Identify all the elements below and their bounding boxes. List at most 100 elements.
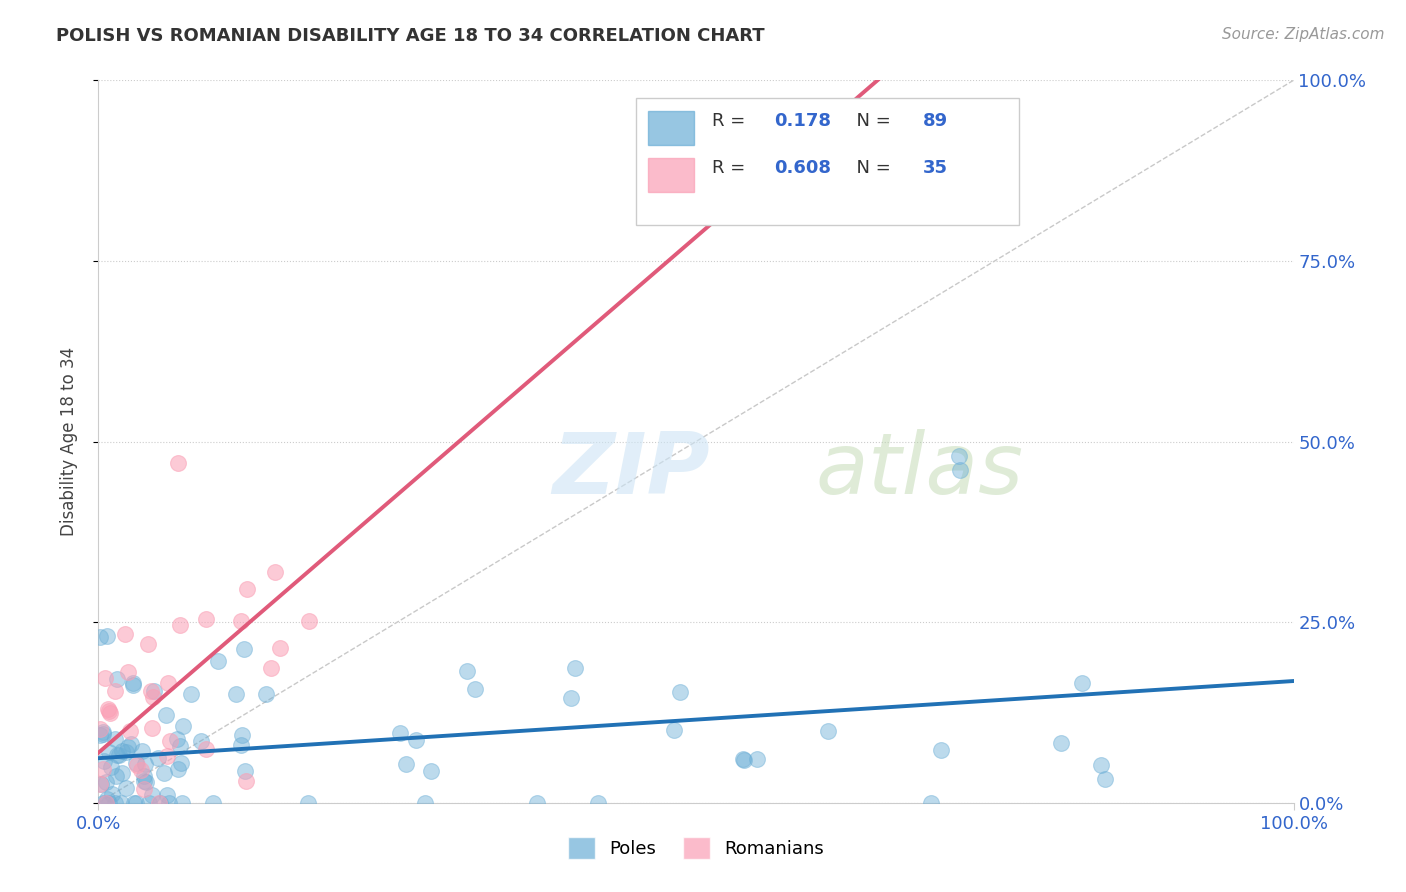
Text: 35: 35 xyxy=(922,160,948,178)
Point xyxy=(120,723,142,738)
Point xyxy=(120,737,142,751)
Point xyxy=(89,777,111,791)
Point xyxy=(588,796,610,810)
Point xyxy=(101,787,124,801)
Point xyxy=(190,733,212,747)
Point xyxy=(90,776,112,790)
Point xyxy=(96,796,118,810)
Point xyxy=(669,685,692,699)
Point xyxy=(155,749,177,764)
Point xyxy=(108,748,131,763)
Text: 89: 89 xyxy=(922,112,948,130)
Point xyxy=(949,463,972,477)
Point xyxy=(229,615,252,629)
Point xyxy=(94,796,117,810)
Point xyxy=(97,704,120,718)
Point xyxy=(105,672,128,686)
Point xyxy=(104,684,127,698)
Point xyxy=(420,764,443,779)
Point xyxy=(166,732,188,747)
Point xyxy=(91,762,114,776)
Point xyxy=(195,742,218,756)
Y-axis label: Disability Age 18 to 34: Disability Age 18 to 34 xyxy=(59,347,77,536)
Point xyxy=(89,630,111,644)
Point xyxy=(148,796,170,810)
Point xyxy=(526,796,548,810)
Point xyxy=(121,678,143,692)
Point xyxy=(105,747,128,762)
Point xyxy=(110,744,132,758)
Bar xyxy=(648,158,693,193)
Point xyxy=(207,654,229,668)
Point xyxy=(91,727,114,741)
Point xyxy=(269,640,291,655)
Point xyxy=(114,627,136,641)
Text: Source: ZipAtlas.com: Source: ZipAtlas.com xyxy=(1222,27,1385,42)
Point xyxy=(91,725,114,739)
Point xyxy=(170,756,193,770)
Point xyxy=(1094,772,1116,786)
Text: 0.178: 0.178 xyxy=(773,112,831,130)
Point xyxy=(89,728,111,742)
FancyBboxPatch shape xyxy=(637,98,1019,225)
Point xyxy=(733,753,755,767)
Point xyxy=(662,723,685,737)
Text: ZIP: ZIP xyxy=(553,429,710,512)
Point xyxy=(260,661,283,675)
Point xyxy=(156,788,179,802)
Point xyxy=(413,796,436,810)
Legend: Poles, Romanians: Poles, Romanians xyxy=(561,830,831,866)
Point xyxy=(132,774,155,789)
Point xyxy=(138,796,160,810)
Point xyxy=(232,642,254,657)
Point xyxy=(91,796,114,810)
Point xyxy=(135,775,157,789)
Point xyxy=(97,702,120,716)
Point xyxy=(121,675,143,690)
Point xyxy=(148,796,170,810)
Point xyxy=(236,582,259,596)
Point xyxy=(1090,758,1112,772)
Point xyxy=(298,614,321,628)
Point xyxy=(129,763,152,777)
Point xyxy=(167,456,190,470)
Point xyxy=(564,661,586,675)
Point xyxy=(125,757,148,772)
Point xyxy=(1050,736,1073,750)
Point xyxy=(98,706,121,721)
Point xyxy=(747,752,769,766)
Point xyxy=(948,449,970,463)
Point xyxy=(201,796,224,810)
Point xyxy=(141,721,163,735)
Text: R =: R = xyxy=(711,160,751,178)
Point xyxy=(1071,676,1094,690)
Point xyxy=(96,629,118,643)
Point xyxy=(172,719,194,733)
Point xyxy=(155,708,177,723)
Point xyxy=(104,769,127,783)
Point xyxy=(231,739,253,753)
Point xyxy=(142,683,165,698)
Point xyxy=(405,732,427,747)
Point xyxy=(254,687,277,701)
Point xyxy=(125,756,148,770)
Point xyxy=(132,781,155,796)
Point xyxy=(125,796,148,810)
Text: atlas: atlas xyxy=(815,429,1024,512)
Point xyxy=(104,796,127,810)
Point xyxy=(104,731,127,746)
Point xyxy=(560,691,582,706)
Point xyxy=(225,687,247,701)
Point xyxy=(114,745,136,759)
Point xyxy=(134,769,156,783)
Point xyxy=(167,762,190,776)
Point xyxy=(170,796,193,810)
Point xyxy=(100,760,122,774)
Point xyxy=(93,754,115,768)
Point xyxy=(98,745,121,759)
Point xyxy=(122,796,145,810)
Point xyxy=(159,734,181,748)
Point xyxy=(153,765,176,780)
Point xyxy=(920,796,942,810)
Point xyxy=(180,687,202,701)
